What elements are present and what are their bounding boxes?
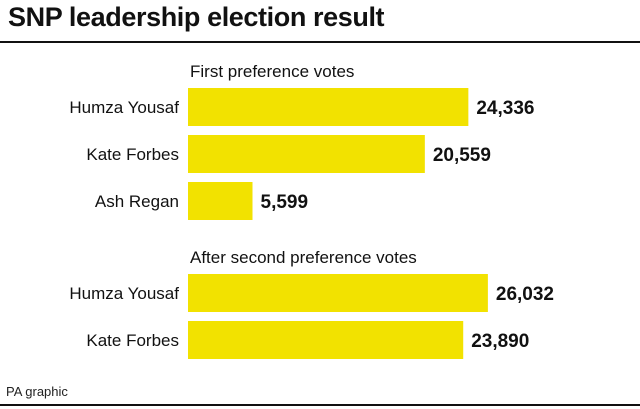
bar bbox=[188, 321, 464, 359]
value-label: 26,032 bbox=[496, 284, 554, 305]
category-label: Kate Forbes bbox=[86, 331, 179, 350]
footer-divider bbox=[0, 404, 640, 406]
bar bbox=[188, 135, 425, 173]
value-label: 20,559 bbox=[433, 145, 491, 166]
category-label: Kate Forbes bbox=[86, 145, 179, 164]
value-label: 5,599 bbox=[261, 192, 309, 213]
section-label: First preference votes bbox=[190, 62, 354, 81]
bar bbox=[188, 274, 488, 312]
bar bbox=[188, 182, 253, 220]
value-label: 24,336 bbox=[476, 98, 534, 119]
chart-title: SNP leadership election result bbox=[8, 2, 385, 32]
value-label: 23,890 bbox=[471, 331, 529, 352]
source-credit: PA graphic bbox=[6, 384, 68, 399]
bar bbox=[188, 88, 469, 126]
category-label: Humza Yousaf bbox=[69, 98, 179, 117]
title-divider bbox=[0, 41, 640, 43]
section-label: After second preference votes bbox=[190, 248, 417, 267]
category-label: Humza Yousaf bbox=[69, 284, 179, 303]
category-label: Ash Regan bbox=[95, 192, 179, 211]
